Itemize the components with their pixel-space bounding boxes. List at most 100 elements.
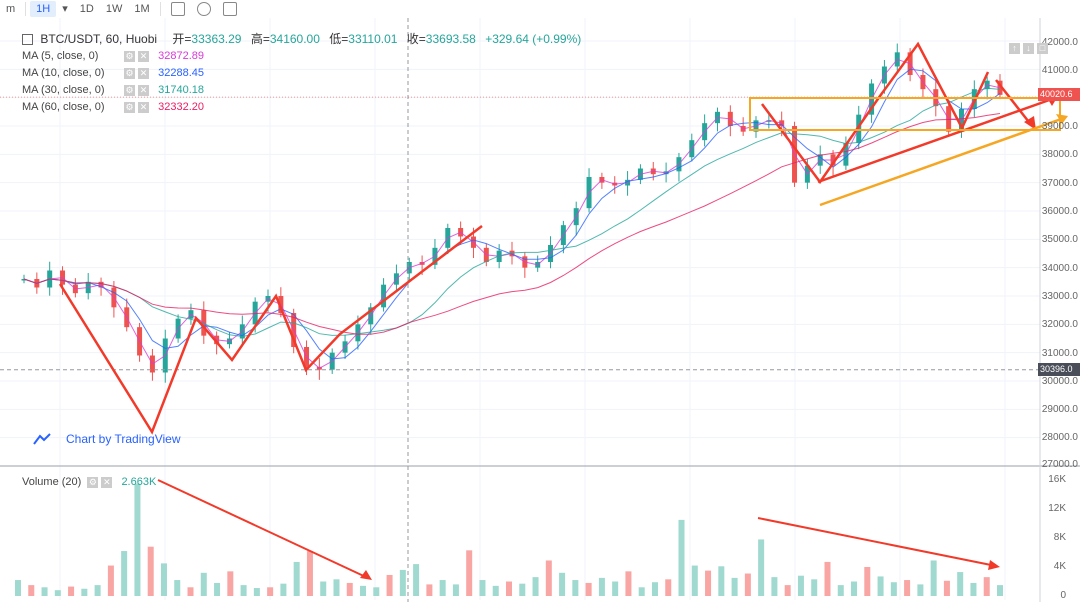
interval-1m[interactable]: 1M [134,3,150,15]
ma5-label: MA (5, close, 0) [22,50,99,62]
volume-bar [731,577,738,596]
volume-bar [930,560,937,596]
close-icon[interactable]: ✕ [138,84,150,96]
ma60-legend: MA (60, close, 0) ⚙ ✕ 32332.20 [22,101,204,113]
volume-bar [917,584,924,596]
interval-1d[interactable]: 1D [79,3,94,15]
volume-bar [545,560,552,596]
volume-bar [479,580,486,596]
volume-legend: Volume (20) ⚙ ✕ 2.663K [22,476,156,488]
settings-icon[interactable]: ⚙ [124,67,136,79]
ma10-legend: MA (10, close, 0) ⚙ ✕ 32288.45 [22,67,204,79]
volume-bar [253,588,260,596]
volume-bar [107,565,114,596]
interval-1w[interactable]: 1W [105,3,123,15]
high-value: 34160.00 [269,32,320,46]
volume-tick: 12K [1048,503,1066,514]
volume-bar [214,582,221,596]
volume-bar [784,585,791,596]
indicators-icon[interactable] [170,2,185,16]
volume-bar [41,587,48,596]
volume-bar [68,586,75,596]
price-tick: 38000.0 [1041,149,1078,160]
arrow-down-icon[interactable]: ↓ [1023,43,1034,55]
volume-bar [399,569,406,596]
price-tick: 31000.0 [1041,348,1078,359]
volume-bar [373,587,380,596]
volume-tick: 0 [1060,590,1066,601]
volume-bar [678,519,685,596]
support-trendline [817,96,1056,184]
volume-bar [718,566,725,596]
volume-tick: 8K [1053,532,1066,543]
volume-label: Volume (20) [22,476,82,488]
close-icon[interactable]: ✕ [101,476,113,488]
ma5-legend: MA (5, close, 0) ⚙ ✕ 32872.89 [22,50,204,62]
volume-bar [771,577,778,596]
ma10-label: MA (10, close, 0) [22,67,105,79]
volume-bar [651,582,658,596]
settings-icon[interactable]: ⚙ [124,84,136,96]
volume-bar [134,483,141,596]
chevron-down-icon[interactable]: ▾ [62,3,68,15]
close-icon[interactable]: ✕ [138,50,150,62]
volume-bar [187,587,194,596]
volume-bar [997,585,1003,596]
chart-pane-buttons: ↑ ↓ □ [1006,40,1048,58]
volume-bar [824,561,831,596]
price-tick: 42000.0 [1041,37,1078,48]
volume-bar [240,585,247,596]
settings-icon[interactable]: ⚙ [124,101,136,113]
ma30-line [23,87,1001,338]
volume-bar [200,572,207,596]
settings-gear-icon[interactable] [196,2,211,16]
price-tick: 27000.0 [1041,459,1078,470]
volume-bar [492,585,499,596]
fullscreen-icon[interactable] [222,2,237,16]
volume-bar [227,571,234,596]
arrow-up-icon[interactable]: ↑ [1009,43,1020,55]
close-icon[interactable]: ✕ [138,101,150,113]
open-value: 33363.29 [191,32,242,46]
projection-arrow [995,79,1033,127]
interval-minutes[interactable]: m [6,3,16,15]
ma30-value: 31740.18 [158,84,205,96]
volume-bar [519,583,526,596]
volume-bar [864,567,871,596]
price-tick: 30000.0 [1041,376,1078,387]
settings-icon[interactable]: ⚙ [87,476,99,488]
volume-bar [94,585,101,596]
tradingview-logo-icon [33,433,51,445]
ma60-value: 32332.20 [158,101,205,113]
price-tick: 34000.0 [1041,263,1078,274]
volume-bar [983,577,990,596]
maximize-icon[interactable]: □ [1037,43,1048,55]
volume-bar [15,580,21,596]
volume-bar [598,577,605,596]
settings-icon[interactable]: ⚙ [124,50,136,62]
current-price-tag: 40020.6 [1038,88,1080,101]
interval-1h[interactable]: 1H [30,1,57,17]
volume-bar [426,584,433,596]
volume-bar [452,584,459,596]
close-icon[interactable]: ✕ [138,67,150,79]
ma10-line [23,68,1001,360]
high-label: 高= [250,32,270,46]
volume-bar [160,563,167,596]
volume-bar [174,580,181,596]
volume-bar [147,546,154,596]
volume-bar [797,575,804,596]
volume-bar [346,582,353,596]
volume-bar [851,581,858,596]
candle-body [766,120,772,122]
volume-bar [413,564,420,596]
volume-bar [904,580,911,596]
volume-bar [320,581,327,596]
volume-tick: 16K [1048,474,1066,485]
price-tick: 39000.0 [1041,121,1078,132]
collapse-icon[interactable] [22,34,33,46]
tradingview-branding[interactable]: Chart by TradingView [66,432,181,446]
low-label: 低= [329,32,349,46]
open-label: 开= [172,32,192,46]
